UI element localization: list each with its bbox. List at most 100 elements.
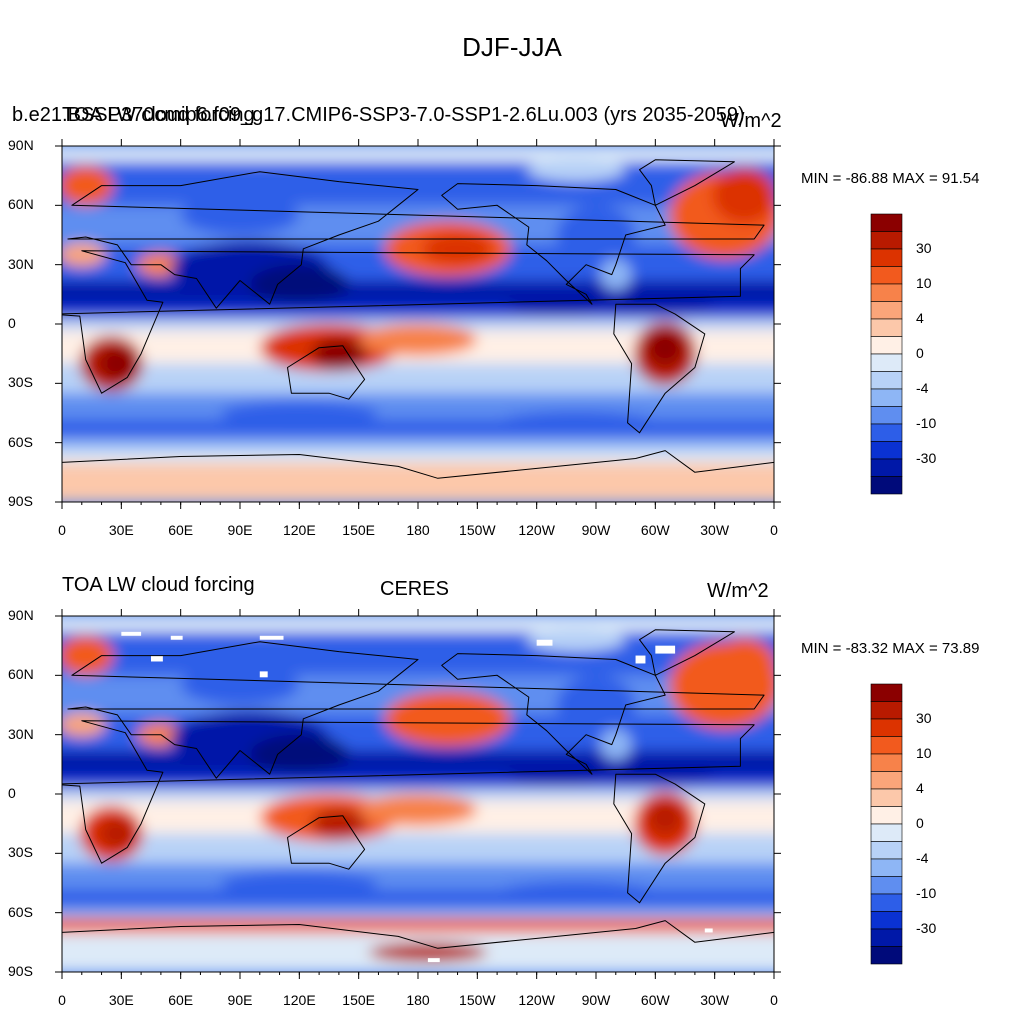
panel2-units: W/m^2: [707, 580, 769, 602]
continent-outline: [67, 641, 765, 779]
anomaly-region: [99, 347, 136, 380]
zonal-band: [62, 146, 774, 162]
lon-label: 90E: [227, 992, 253, 1008]
lon-label: 0: [58, 522, 66, 538]
antarctic-band: [62, 918, 774, 933]
lon-label: 150E: [342, 992, 375, 1008]
lat-label: 90N: [8, 607, 34, 623]
colorbar-box: [870, 718, 903, 737]
lat-label: 90N: [8, 137, 34, 153]
anomaly-region: [647, 799, 684, 836]
lon-label: 90E: [227, 522, 253, 538]
continent-outline: [67, 171, 765, 309]
colorbar-box: [870, 248, 903, 267]
anomaly-region: [421, 233, 494, 265]
anomaly-region: [311, 337, 367, 370]
lon-label: 60W: [640, 992, 670, 1008]
colorbar-box: [870, 841, 903, 860]
colorbar-box: [870, 736, 903, 755]
colorbar-box: [870, 388, 903, 407]
lon-label: 0: [770, 522, 778, 538]
anomaly-region: [507, 294, 606, 315]
anomaly-region: [311, 807, 367, 840]
colorbar-box: [870, 231, 903, 250]
continent-outline: [613, 303, 706, 434]
anomaly-region: [712, 637, 774, 694]
colorbar-box: [870, 458, 903, 477]
lat-label: 60S: [8, 433, 33, 450]
anomaly-region: [497, 411, 656, 435]
zonal-band: [62, 462, 774, 502]
lon-label: 60W: [640, 522, 670, 538]
colorbar-box: [870, 771, 903, 790]
colorbar-box: [870, 266, 903, 285]
lat-label: 0: [8, 315, 16, 331]
anomaly-region: [712, 167, 774, 224]
lat-label: 30N: [8, 255, 34, 272]
lat-label: 60N: [8, 196, 34, 213]
colorbar-box: [870, 788, 903, 807]
lon-label: 180: [406, 992, 430, 1008]
anomaly-region: [507, 764, 606, 785]
anomaly-region: [526, 157, 626, 182]
missing-data: [259, 671, 268, 678]
colorbar-box: [870, 823, 903, 842]
lon-label: 120E: [282, 522, 316, 538]
colorbar-label: -10: [916, 415, 937, 431]
continent-outline: [639, 159, 735, 206]
missing-data: [536, 639, 553, 646]
colorbar-box: [870, 371, 903, 390]
anomaly-region: [220, 871, 379, 895]
panel1-case-title: b.e21.BSSP370cmip6.f09_g17.CMIP6-SSP3-7.…: [12, 104, 745, 126]
colorbar-label: 30: [916, 710, 932, 726]
anomaly-region: [497, 881, 656, 905]
lon-label: 30W: [700, 992, 730, 1008]
lon-label: 150W: [459, 992, 496, 1008]
missing-data: [259, 635, 284, 640]
zonal-band: [62, 908, 774, 921]
zonal-band: [62, 418, 774, 439]
continent-outline: [613, 773, 706, 904]
colorbar-box: [870, 701, 903, 720]
zonal-band: [62, 393, 774, 419]
lon-label: 120W: [518, 522, 555, 538]
lat-label: 30S: [8, 844, 33, 861]
panel1-min-max: MIN = -86.88 MAX = 91.54: [801, 170, 980, 187]
missing-data: [151, 655, 163, 662]
lat-label: 90S: [8, 493, 33, 509]
anomaly-region: [556, 675, 636, 735]
lon-label: 120E: [282, 992, 316, 1008]
colorbar-label: -10: [916, 885, 937, 901]
continent-outline: [441, 183, 666, 305]
map-panel-1: [55, 139, 781, 509]
anomaly-region: [599, 258, 632, 291]
lon-label: 180: [406, 522, 430, 538]
continent-outline: [441, 653, 666, 775]
anomaly-region: [180, 195, 300, 236]
colorbar-label: 10: [916, 745, 932, 761]
anomaly-region: [180, 665, 300, 705]
panel2-case-title: CERES: [380, 578, 449, 600]
continent-outline: [287, 345, 366, 400]
anomaly-region: [62, 635, 114, 676]
colorbar-label: -4: [916, 850, 929, 866]
colorbar-box: [870, 476, 903, 495]
colorbar-box: [870, 876, 903, 895]
lat-label: 90S: [8, 963, 33, 979]
colorbar-label: 10: [916, 275, 932, 291]
anomaly-region: [99, 817, 136, 850]
continent-outline: [62, 450, 774, 502]
anomaly-region: [599, 728, 632, 761]
anomaly-region: [62, 165, 114, 206]
panel1-left-title: TOA LW cloud forcing: [62, 104, 255, 126]
colorbar-box: [870, 423, 903, 442]
colorbar-label: 4: [916, 780, 924, 796]
lon-label: 90W: [581, 992, 611, 1008]
lon-label: 120W: [518, 992, 555, 1008]
anomaly-region: [556, 205, 636, 265]
anomaly-region: [62, 242, 106, 267]
lat-label: 60S: [8, 903, 33, 920]
zonal-band: [62, 450, 774, 463]
continent-outline: [287, 815, 366, 870]
colorbar-label: -4: [916, 380, 929, 396]
